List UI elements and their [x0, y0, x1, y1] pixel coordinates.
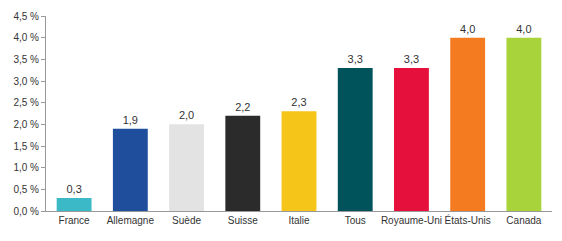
svg-text:3,3: 3,3	[404, 53, 419, 65]
svg-text:2,0: 2,0	[179, 109, 194, 121]
svg-text:Royaume-Uni: Royaume-Uni	[381, 215, 442, 226]
svg-text:1,9: 1,9	[123, 114, 138, 126]
svg-text:2,3: 2,3	[291, 96, 306, 108]
svg-text:0,3: 0,3	[66, 183, 81, 195]
svg-text:3,5 %: 3,5 %	[13, 54, 39, 65]
svg-text:2,2: 2,2	[235, 101, 250, 113]
svg-text:Canada: Canada	[506, 215, 541, 226]
svg-text:3,3: 3,3	[348, 53, 363, 65]
svg-text:1,5 %: 1,5 %	[13, 141, 39, 152]
svg-text:Suisse: Suisse	[228, 215, 258, 226]
svg-text:1,0 %: 1,0 %	[13, 162, 39, 173]
svg-text:0,5 %: 0,5 %	[13, 184, 39, 195]
svg-text:2,0 %: 2,0 %	[13, 119, 39, 130]
svg-text:4,0 %: 4,0 %	[13, 32, 39, 43]
svg-text:4,5 %: 4,5 %	[13, 11, 39, 22]
svg-text:Tous: Tous	[345, 215, 366, 226]
svg-text:4,0: 4,0	[460, 23, 475, 35]
svg-text:3,0 %: 3,0 %	[13, 76, 39, 87]
svg-text:0,0 %: 0,0 %	[13, 206, 39, 217]
svg-text:4,0: 4,0	[516, 23, 531, 35]
svg-text:États-Unis: États-Unis	[445, 214, 491, 226]
svg-text:Allemagne: Allemagne	[107, 215, 155, 226]
svg-text:Italie: Italie	[288, 215, 310, 226]
svg-text:2,5 %: 2,5 %	[13, 97, 39, 108]
svg-text:France: France	[59, 215, 91, 226]
svg-text:Suède: Suède	[172, 215, 201, 226]
